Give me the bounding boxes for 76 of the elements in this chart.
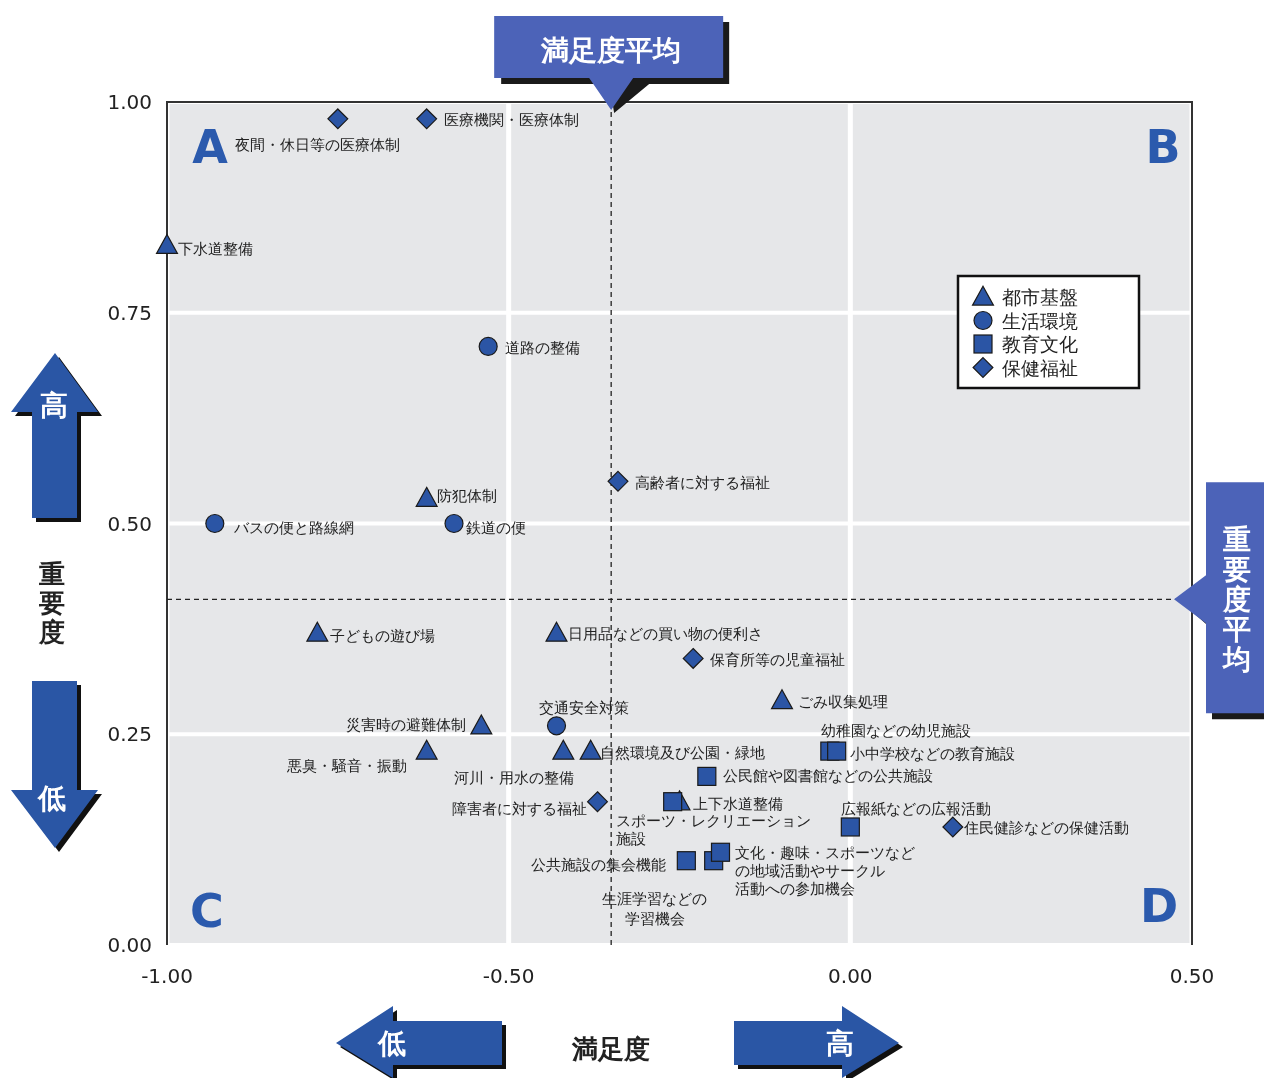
- annotation: 鉄道の便: [466, 518, 526, 537]
- point: [546, 716, 567, 736]
- point: [587, 791, 608, 813]
- annotation: 医療機関・医療体制: [443, 110, 579, 129]
- annotation: 下水道整備: [178, 240, 253, 259]
- point: [444, 513, 464, 534]
- annotation: 住民健診などの保健活動: [962, 818, 1129, 837]
- point: [697, 766, 717, 786]
- ref-line-label: 重要度平均: [1221, 523, 1251, 677]
- annotation: 交通安全対策: [538, 698, 629, 717]
- legend-label: 都市基盤: [1002, 286, 1078, 308]
- annotation: 公共施設の集会機能: [531, 855, 667, 874]
- y-tick-label: 0.00: [107, 933, 152, 957]
- legend-label: 保健福祉: [1002, 356, 1078, 379]
- annotation: 防犯体制: [436, 487, 497, 506]
- annotation: 生涯学習などの学習機会: [602, 889, 708, 928]
- point: [415, 486, 438, 507]
- text: 低: [37, 782, 66, 815]
- x-tick-label: 0.50: [1169, 964, 1215, 988]
- x-tick-label: 0.00: [828, 964, 873, 988]
- y-tick-label: 1.00: [107, 90, 152, 114]
- point: [155, 233, 179, 255]
- point: [710, 842, 731, 862]
- text: 低: [377, 1027, 406, 1060]
- point: [840, 817, 860, 837]
- annotation: 日用品などの買い物の便利さ: [567, 625, 763, 644]
- point: [770, 689, 794, 710]
- annotation: D: [1139, 879, 1179, 933]
- point: [205, 513, 225, 534]
- point: [552, 739, 575, 760]
- annotation: 上下水道整備: [692, 794, 783, 813]
- point: [663, 792, 683, 812]
- point: [306, 621, 329, 642]
- annotation: 夜間・休日等の医療体制: [234, 135, 400, 154]
- annotation: ごみ収集処理: [798, 692, 888, 711]
- point: [682, 647, 704, 669]
- annotation: B: [1145, 120, 1181, 174]
- y-tick-label: 0.75: [107, 300, 152, 325]
- x-tick-label: -0.50: [482, 964, 535, 988]
- annotation: 悪臭・騒音・振動: [285, 757, 407, 776]
- annotation: C: [190, 884, 224, 938]
- x-axis-title: 満足度: [571, 1034, 650, 1064]
- annotation: 子どもの遊び場: [330, 627, 436, 646]
- legend-label: 教育文化: [1002, 333, 1078, 355]
- point: [416, 108, 438, 130]
- y-axis-title: 重要度: [38, 559, 65, 647]
- y-tick-label: 0.25: [107, 722, 152, 747]
- annotation: 幼稚園などの幼児施設: [820, 722, 971, 741]
- annotation: 保育所等の児童福祉: [710, 651, 846, 670]
- annotation: 公民館や図書館などの公共施設: [722, 767, 933, 786]
- annotation: 自然環境及び公園・緑地: [599, 744, 765, 763]
- point: [545, 621, 568, 642]
- point: [579, 739, 602, 760]
- point: [942, 816, 964, 838]
- annotation: 小中学校などの教育施設: [849, 745, 1015, 764]
- point: [478, 336, 498, 357]
- legend-label: 生活環境: [1002, 309, 1078, 332]
- point: [327, 108, 349, 130]
- point: [827, 741, 847, 761]
- annotation: 災害時の避難体制: [346, 715, 467, 734]
- annotation: 高齢者に対する福祉: [635, 474, 770, 493]
- annotation: 河川・用水の整備: [454, 769, 575, 788]
- point: [415, 739, 438, 760]
- text: 高: [40, 389, 68, 422]
- annotation: バスの便と路線網: [232, 518, 354, 537]
- ref-line-label: 満足度平均: [540, 34, 682, 67]
- text: 高: [826, 1027, 854, 1060]
- annotation: 道路の整備: [505, 339, 581, 358]
- point: [607, 470, 629, 492]
- point: [676, 851, 696, 871]
- annotation: 障害者に対する福祉: [451, 799, 587, 818]
- x-tick-label: -1.00: [141, 964, 193, 988]
- y-tick-label: 0.50: [107, 511, 152, 536]
- annotation: A: [192, 120, 229, 174]
- point: [470, 714, 493, 735]
- annotation: 広報紙などの広報活動: [841, 799, 992, 818]
